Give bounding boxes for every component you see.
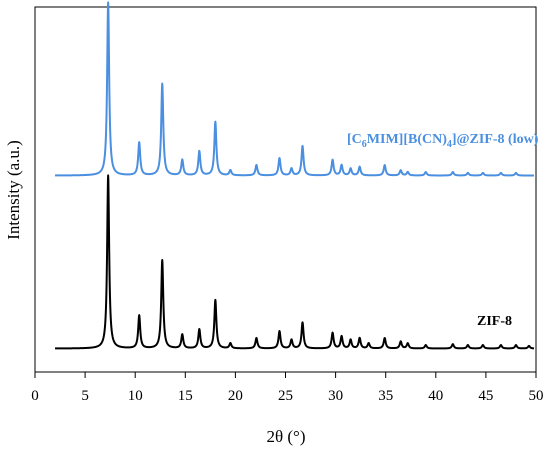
x-tick-label-30: 30 (328, 388, 343, 404)
x-tick-label-15: 15 (178, 388, 193, 404)
x-tick-label-40: 40 (428, 388, 443, 404)
x-axis-ticks (34, 372, 537, 378)
x-tick-label-10: 10 (128, 388, 143, 404)
series-line-0 (54, 1, 535, 177)
x-tick-label-50: 50 (529, 388, 544, 404)
series-layer (54, 1, 535, 350)
x-tick-label-35: 35 (378, 388, 393, 404)
x-tick-label-20: 20 (228, 388, 243, 404)
x-axis-label: 2θ (°) (266, 427, 305, 446)
x-tick-label-5: 5 (81, 388, 89, 404)
x-axis-tick-labels: 0 5 10 15 20 25 30 35 40 45 50 (31, 388, 543, 404)
x-tick-label-25: 25 (278, 388, 293, 404)
y-axis-label: Intensity (a.u.) (4, 140, 23, 240)
series-label-top: [C6MIM][B(CN)4]@ZIF-8 (low) (347, 132, 539, 150)
series-label-bottom: ZIF-8 (477, 314, 512, 329)
x-tick-label-45: 45 (478, 388, 493, 404)
series-line-1 (54, 174, 535, 350)
x-tick-label-0: 0 (31, 388, 39, 404)
